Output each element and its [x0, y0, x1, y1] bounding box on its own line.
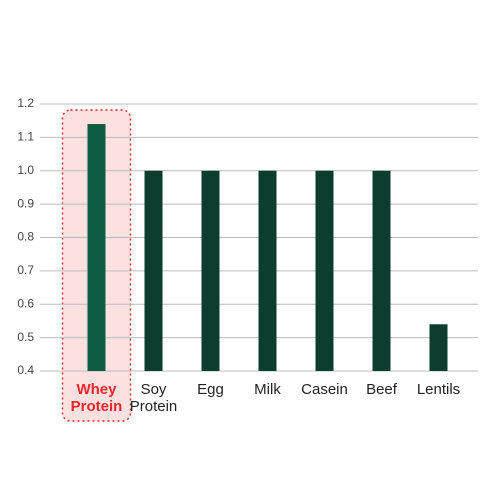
- x-tick-label: Lentils: [416, 381, 461, 398]
- x-tick-label: Milk: [254, 381, 281, 398]
- y-tick-label: 0.5: [17, 330, 34, 344]
- x-tick-label: Egg: [197, 381, 224, 398]
- y-tick-label: 0.8: [17, 230, 34, 244]
- bar: [258, 170, 277, 371]
- bar: [372, 170, 391, 371]
- y-tick-label: 0.4: [17, 363, 34, 377]
- bar: [87, 124, 106, 372]
- x-tick-label: Soy Protein: [129, 381, 178, 415]
- y-tick-label: 1.2: [17, 96, 34, 110]
- y-tick-label: 1.0: [17, 163, 34, 177]
- y-tick-label: 0.6: [17, 296, 34, 310]
- y-tick-label: 0.9: [17, 196, 34, 210]
- y-tick-label: 1.1: [17, 130, 34, 144]
- bar: [144, 170, 163, 371]
- bar: [201, 170, 220, 371]
- x-tick-label: Whey Protein: [70, 381, 123, 415]
- bar: [429, 324, 448, 371]
- x-tick-label: Beef: [366, 381, 397, 398]
- x-tick-label: Casein: [301, 381, 348, 398]
- bar: [315, 170, 334, 371]
- y-tick-label: 0.7: [17, 263, 34, 277]
